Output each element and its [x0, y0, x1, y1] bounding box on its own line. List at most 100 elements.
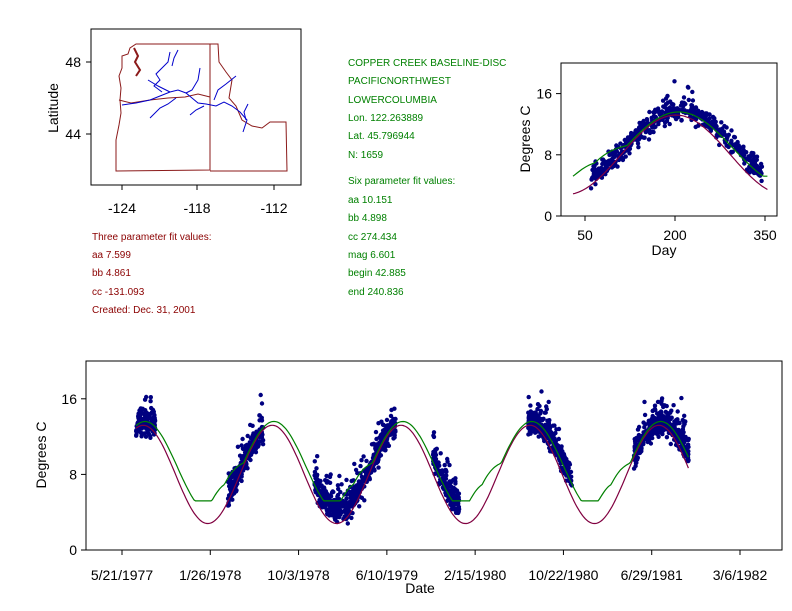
timeseries-xtick-label: 2/15/1980	[444, 567, 506, 583]
annual-xtick-label: 50	[577, 227, 593, 243]
annual-point	[651, 129, 656, 135]
timeseries-point	[364, 458, 369, 464]
annual-point	[641, 135, 647, 140]
annual-point	[677, 107, 682, 113]
map-xtick-minus124: -124	[108, 200, 136, 216]
annual-point	[598, 168, 603, 173]
timeseries-point	[556, 436, 561, 442]
annual-point	[754, 154, 760, 159]
timeseries-point	[338, 489, 343, 495]
timeseries-point	[536, 419, 542, 424]
timeseries-point	[339, 482, 344, 487]
timeseries-point	[325, 511, 330, 516]
timeseries-point	[391, 418, 396, 424]
timeseries-point	[675, 409, 680, 414]
map-xtick-minus112: -112	[261, 200, 288, 216]
timeseries-point	[441, 477, 446, 482]
timeseries-point	[152, 412, 157, 418]
site-name: COPPER CREEK BASELINE-DISC	[348, 58, 507, 69]
timeseries-point	[229, 474, 234, 479]
timeseries-point	[374, 459, 379, 465]
timeseries-point	[433, 456, 439, 462]
timeseries-point	[634, 436, 639, 441]
timeseries-point	[369, 442, 375, 447]
timeseries-point	[374, 442, 379, 447]
timeseries-point	[389, 407, 394, 413]
annual-point	[652, 109, 658, 114]
annual-point	[701, 116, 706, 121]
idaho-outline	[210, 43, 288, 172]
timeseries-point	[143, 434, 149, 439]
annual-point	[724, 138, 729, 143]
annual-point	[683, 101, 688, 107]
timeseries-point	[380, 422, 386, 427]
timeseries-three-param-curve	[135, 424, 689, 525]
timeseries-marks	[134, 389, 691, 526]
timeseries-point	[535, 402, 541, 407]
timeseries-point	[445, 456, 450, 462]
timeseries-point	[680, 437, 685, 443]
timeseries-point	[435, 460, 440, 466]
six-param-cc: cc 274.434	[348, 232, 397, 243]
timeseries-point	[349, 515, 354, 521]
annual-ytick-label: 16	[536, 86, 552, 102]
timeseries-point	[652, 407, 657, 412]
timeseries-point	[554, 427, 559, 432]
timeseries-point	[444, 469, 449, 474]
timeseries-point	[331, 500, 337, 505]
timeseries-axes: 0 8 16 5/21/1977 1/26/1978 10/3/1978 6/10/1979…	[61, 391, 767, 583]
timeseries-point	[357, 504, 362, 509]
annual-point	[629, 130, 634, 136]
site-longitude: Lon. 122.263889	[348, 113, 424, 124]
timeseries-point	[259, 418, 265, 423]
timeseries-point	[560, 449, 565, 454]
map-ylabel: Latitude	[45, 83, 61, 133]
timeseries-point	[663, 409, 668, 415]
timeseries-point	[565, 467, 570, 473]
annual-point	[707, 112, 712, 117]
timeseries-point	[453, 501, 458, 506]
three-param-aa: aa 7.599	[92, 250, 131, 261]
annual-point	[617, 155, 622, 160]
timeseries-point	[378, 453, 384, 458]
timeseries-point	[245, 433, 250, 439]
annual-point	[590, 175, 595, 180]
timeseries-point	[148, 395, 153, 400]
timeseries-xtick-label: 5/21/1977	[91, 567, 153, 583]
annual-point	[698, 113, 703, 118]
timeseries-point	[136, 414, 141, 419]
timeseries-point	[367, 477, 372, 482]
state-outlines	[115, 43, 288, 172]
annual-point	[731, 134, 737, 140]
timeseries-six-param-curve	[135, 420, 689, 502]
timeseries-point	[345, 521, 350, 526]
timeseries-point	[660, 416, 666, 421]
six-param-aa: aa 10.151	[348, 195, 393, 206]
timeseries-point	[686, 437, 691, 443]
three-param-title: Three parameter fit values:	[92, 232, 212, 243]
annual-ylabel: Degrees C	[517, 106, 533, 173]
timeseries-point	[234, 473, 239, 478]
timeseries-point	[679, 395, 684, 401]
timeseries-point	[148, 435, 153, 440]
annual-point	[646, 128, 652, 133]
timeseries-point	[143, 412, 149, 418]
timeseries-point	[660, 428, 666, 433]
created-date: Created: Dec. 31, 2001	[92, 305, 196, 316]
timeseries-point	[257, 439, 262, 444]
annual-point	[633, 128, 638, 133]
annual-point	[691, 107, 696, 112]
timeseries-point	[652, 403, 658, 408]
timeseries-point	[447, 462, 452, 468]
timeseries-point	[244, 442, 249, 448]
timeseries-point	[642, 412, 648, 418]
annual-point	[629, 139, 634, 145]
timeseries-point	[358, 463, 363, 469]
timeseries-point	[636, 424, 642, 430]
annual-point	[751, 157, 756, 162]
annual-point	[672, 79, 677, 84]
timeseries-point	[649, 431, 655, 436]
timeseries-point	[318, 478, 323, 484]
timeseries-point	[550, 423, 556, 428]
timeseries-point	[681, 430, 686, 435]
